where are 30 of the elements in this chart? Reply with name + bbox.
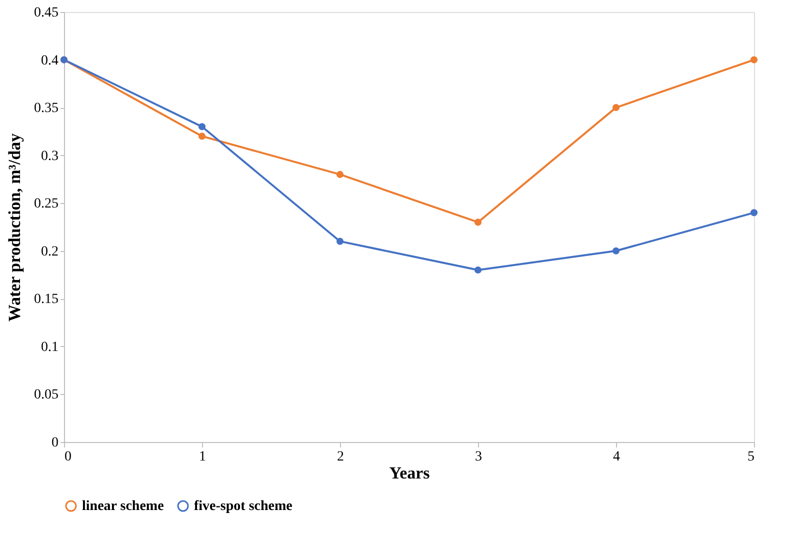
y-tick-label: 0.2	[41, 244, 58, 260]
y-tick-label: 0.3	[41, 148, 58, 164]
y-tick-label: 0.05	[34, 388, 58, 403]
point	[612, 104, 620, 112]
legend-label: linear scheme	[82, 499, 164, 514]
point	[198, 123, 206, 130]
y-axis-title: Water production, m³/day	[5, 132, 24, 322]
x-tick-label: 4	[613, 450, 620, 464]
x-axis-title: Years	[389, 464, 430, 482]
y-tick-label: 0.1	[41, 340, 58, 355]
legend-label: five-spot scheme	[194, 499, 292, 514]
point	[474, 266, 482, 274]
x-tick-label: 3	[475, 450, 482, 464]
y-tick-label: 0.25	[34, 196, 58, 212]
y-tick-label: 0.45	[34, 6, 58, 20]
y-tick-label: 0.35	[34, 101, 58, 116]
point	[750, 209, 758, 216]
x-tick-label: 1	[199, 450, 206, 464]
x-tick-label: 0	[64, 450, 72, 464]
x-tick-label: 5	[748, 450, 754, 464]
y-tick-label: 0	[52, 436, 58, 450]
point	[612, 247, 620, 254]
y-tick-label: 0.4	[41, 53, 58, 68]
point	[336, 238, 344, 245]
point	[474, 218, 482, 226]
point	[198, 132, 206, 140]
y-tick-label: 0.15	[34, 292, 58, 308]
point	[750, 56, 758, 64]
point	[336, 170, 344, 178]
x-tick-label: 2	[337, 450, 344, 464]
